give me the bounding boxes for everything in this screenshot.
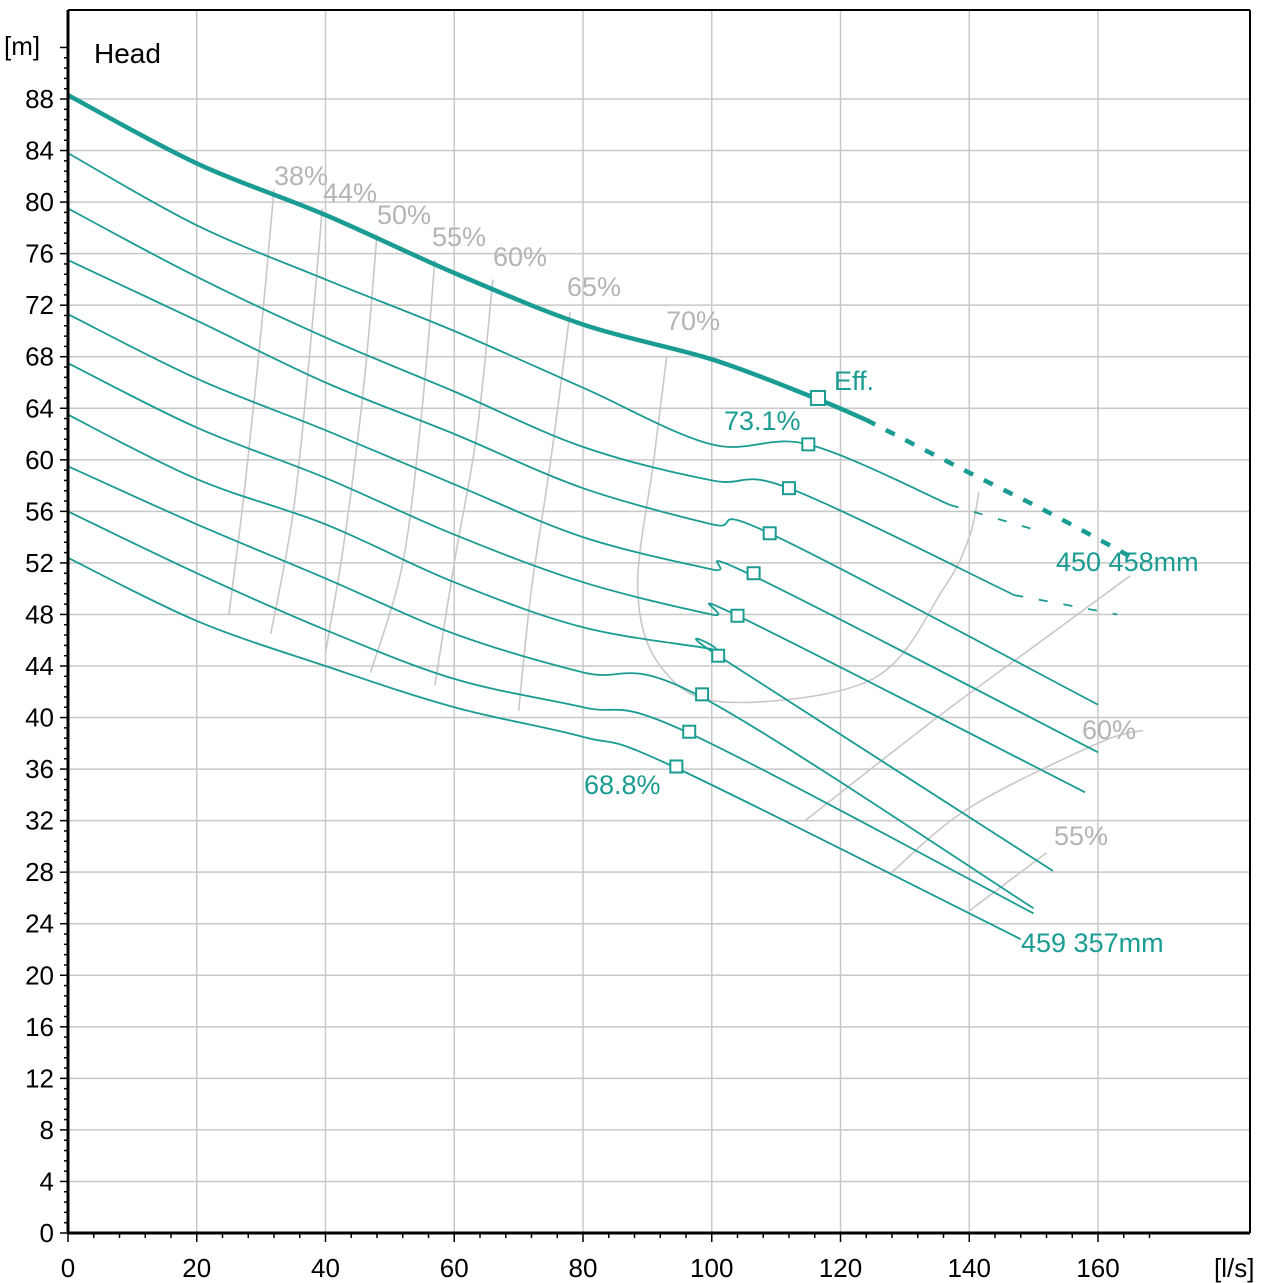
x-tick-label-140: 140 [948,1253,991,1283]
head-curve-extension-0 [865,417,1132,559]
iso-label-65: 65% [567,272,621,302]
iso-label-55: 55% [432,222,486,252]
y-tick-label-88: 88 [25,84,54,114]
head-curve-5 [67,362,1086,794]
head-curves [66,93,1132,941]
head-curve-extension-2 [1014,594,1118,616]
iso-label-right-60: 60% [1082,715,1136,745]
head-curve-8 [67,510,1035,915]
y-tick-label-8: 8 [40,1115,54,1145]
iso-label-70: 70% [666,306,720,336]
bottom-curve-label: 459 357mm [1021,928,1164,958]
y-tick-label-24: 24 [25,909,54,939]
axes [60,9,1251,1242]
y-tick-label-68: 68 [25,342,54,372]
iso-efficiency-line-7 [804,575,1131,822]
x-tick-label-80: 80 [569,1253,598,1283]
y-tick-label-76: 76 [25,239,54,269]
y-tick-label-40: 40 [25,703,54,733]
y-tick-label-72: 72 [25,290,54,320]
efficiency-marker-1 [801,437,816,452]
x-tick-label-0: 0 [61,1253,75,1283]
head-curve-extension-1 [949,504,1034,531]
y-tick-label-80: 80 [25,187,54,217]
chart-title: Head [94,38,161,69]
y-tick-label-56: 56 [25,496,54,526]
x-tick-label-120: 120 [819,1253,862,1283]
efficiency-marker-6 [711,648,726,663]
y-tick-label-32: 32 [25,806,54,836]
efficiency-marker-4 [746,566,761,581]
iso-label-50: 50% [377,200,431,230]
annotations: Head [m] [l/s] Eff. 73.1% 68.8% 450 458m… [4,31,1254,1283]
y-tick-label-48: 48 [25,599,54,629]
y-tick-label-52: 52 [25,548,54,578]
efficiency-marker-0 [809,389,826,406]
x-axis-unit: [l/s] [1214,1253,1254,1283]
x-tick-label-20: 20 [182,1253,211,1283]
y-tick-label-36: 36 [25,754,54,784]
head-curve-3 [67,259,1099,706]
y-tick-label-44: 44 [25,651,54,681]
efficiency-marker-5 [730,608,745,623]
head-curve-0 [66,93,868,422]
y-tick-label-12: 12 [25,1063,54,1093]
iso-efficiency-line-6 [636,356,980,704]
x-tick-label-100: 100 [690,1253,733,1283]
x-tick-label-160: 160 [1076,1253,1119,1283]
iso-efficiency-line-8 [891,729,1144,873]
y-tick-label-64: 64 [25,393,54,423]
grid-lines [68,10,1250,1233]
head-curve-9 [67,556,1022,941]
eff-max-label: 73.1% [724,406,801,436]
efficiency-marker-7 [695,687,710,702]
top-curve-label: 450 458mm [1056,547,1199,577]
iso-label-right-55: 55% [1054,821,1108,851]
y-axis-unit: [m] [4,31,40,61]
head-curve-6 [67,413,1054,872]
tick-labels: 0481216202428323640444852566064687276808… [25,84,1120,1283]
x-tick-label-60: 60 [440,1253,469,1283]
y-tick-label-28: 28 [25,857,54,887]
iso-efficiency-line-0 [228,189,275,615]
iso-efficiency-line-2 [324,234,378,654]
iso-efficiency-line-9 [968,852,1047,912]
y-tick-label-60: 60 [25,445,54,475]
y-tick-label-84: 84 [25,136,54,166]
efficiency-marker-2 [782,481,796,496]
head-curve-4 [67,313,1099,754]
head-curve-7 [67,465,1035,910]
iso-efficiency-line-1 [270,208,324,634]
efficiency-marker-9 [669,759,684,774]
y-tick-label-16: 16 [25,1012,54,1042]
iso-label-60: 60% [493,242,547,272]
iso-efficiency-lines [228,189,1144,912]
iso-label-38: 38% [274,161,328,191]
efficiency-markers [669,389,826,774]
iso-label-44: 44% [323,178,377,208]
eff-label: Eff. [834,366,874,396]
y-tick-label-20: 20 [25,960,54,990]
x-tick-label-40: 40 [311,1253,340,1283]
y-tick-label-4: 4 [40,1166,54,1196]
eff-min-label: 68.8% [584,770,661,800]
efficiency-marker-3 [762,526,777,541]
y-tick-label-0: 0 [40,1218,54,1248]
efficiency-marker-8 [682,724,697,739]
